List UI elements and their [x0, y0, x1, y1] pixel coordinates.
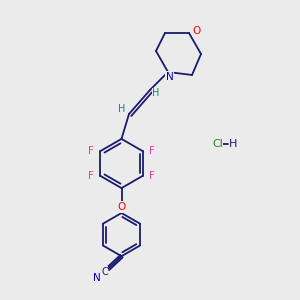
Text: F: F — [88, 171, 94, 181]
Text: H: H — [229, 139, 238, 149]
Text: F: F — [149, 171, 155, 181]
Text: F: F — [88, 146, 94, 156]
Text: O: O — [192, 26, 201, 37]
Text: F: F — [149, 146, 155, 156]
Text: H: H — [118, 104, 125, 115]
Text: O: O — [117, 202, 126, 212]
Text: H: H — [152, 88, 160, 98]
Text: Cl: Cl — [212, 139, 223, 149]
Text: C: C — [101, 267, 108, 277]
Text: N: N — [93, 273, 101, 284]
Text: N: N — [166, 71, 173, 82]
